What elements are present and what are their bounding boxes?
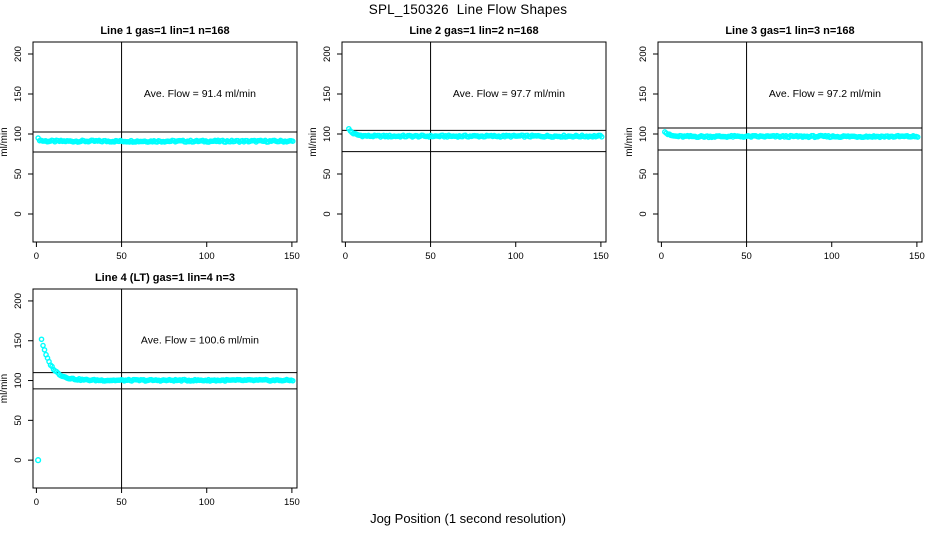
x-tick-label: 50 (425, 251, 436, 262)
x-tick-label: 100 (824, 251, 840, 262)
x-tick-label: 150 (284, 251, 300, 262)
y-tick-label: 50 (13, 415, 24, 426)
x-tick-label: 100 (508, 251, 524, 262)
y-tick-label: 100 (13, 373, 24, 389)
panel-box (32, 41, 298, 243)
y-axis-label: ml/min (308, 127, 319, 156)
y-tick-label: 0 (13, 211, 24, 216)
x-tick-label: 100 (199, 251, 215, 262)
panel: 0 50 100 150 0 50 100 150 200 ml/min Line 3 gas=1 … (624, 25, 925, 262)
x-tick-label: 0 (343, 251, 348, 262)
y-tick-label: 100 (13, 126, 24, 142)
x-tick-label: 50 (116, 497, 127, 508)
y-tick-label: 50 (322, 169, 333, 180)
y-axis-label: ml/min (624, 127, 635, 156)
y-axis-label: ml/min (0, 127, 10, 156)
panel-title: Line 2 gas=1 lin=2 n=168 (409, 25, 538, 37)
x-tick-label: 0 (34, 251, 39, 262)
data-point (289, 377, 296, 384)
y-tick-label: 0 (322, 211, 333, 216)
x-tick-label: 50 (116, 251, 127, 262)
panel-title: Line 1 gas=1 lin=1 n=168 (100, 25, 229, 37)
y-tick-label: 0 (638, 211, 649, 216)
panel: 0 50 100 150 0 50 100 150 200 ml/min Line 2 gas=1 … (308, 25, 609, 262)
y-axis-label: ml/min (0, 374, 10, 403)
y-tick-label: 100 (638, 126, 649, 142)
data-points (35, 135, 296, 145)
panel-title: Line 4 (LT) gas=1 lin=4 n=3 (95, 272, 235, 284)
panel: 0 50 100 150 0 50 100 150 200 ml/min Line 1 gas=1 … (0, 25, 300, 262)
data-points (35, 336, 296, 464)
x-tick-label: 150 (909, 251, 925, 262)
panel-box (341, 41, 607, 243)
data-point (914, 134, 921, 140)
panel-title: Line 3 gas=1 lin=3 n=168 (725, 25, 854, 37)
y-tick-label: 100 (322, 126, 333, 142)
x-tick-label: 0 (34, 497, 39, 508)
y-tick-label: 50 (13, 169, 24, 180)
y-tick-label: 200 (638, 46, 649, 62)
y-tick-label: 200 (13, 293, 24, 309)
y-tick-label: 200 (13, 46, 24, 62)
data-point (38, 336, 45, 343)
y-tick-label: 50 (638, 169, 649, 180)
ave-flow-annotation: Ave. Flow = 100.6 ml/min (141, 335, 259, 347)
data-point (289, 138, 296, 144)
data-point (41, 347, 48, 353)
y-tick-label: 0 (13, 457, 24, 462)
data-point (598, 134, 605, 140)
ave-flow-annotation: Ave. Flow = 91.4 ml/min (144, 88, 256, 100)
data-points (662, 129, 921, 141)
ave-flow-annotation: Ave. Flow = 97.2 ml/min (769, 88, 881, 100)
x-tick-label: 150 (284, 497, 300, 508)
x-tick-label: 100 (199, 497, 215, 508)
main-title: SPL_150326 Line Flow Shapes (368, 2, 568, 17)
y-tick-label: 150 (13, 333, 24, 349)
panel-box (657, 41, 923, 243)
x-tick-label: 150 (593, 251, 609, 262)
data-point (40, 342, 46, 349)
data-points (346, 125, 605, 140)
ave-flow-annotation: Ave. Flow = 97.7 ml/min (453, 88, 565, 100)
y-tick-label: 200 (322, 46, 333, 62)
y-tick-label: 150 (322, 86, 333, 102)
y-tick-label: 150 (638, 86, 649, 102)
outlier-point (35, 457, 42, 464)
panel-box (32, 288, 298, 489)
y-tick-label: 150 (13, 86, 24, 102)
x-tick-label: 0 (659, 251, 664, 262)
x-tick-label: 50 (741, 251, 752, 262)
panel: 0 50 100 150 0 50 100 150 200 ml/min Line 4 (LT) g… (0, 272, 300, 508)
x-axis-label: Jog Position (1 second resolution) (370, 511, 566, 526)
